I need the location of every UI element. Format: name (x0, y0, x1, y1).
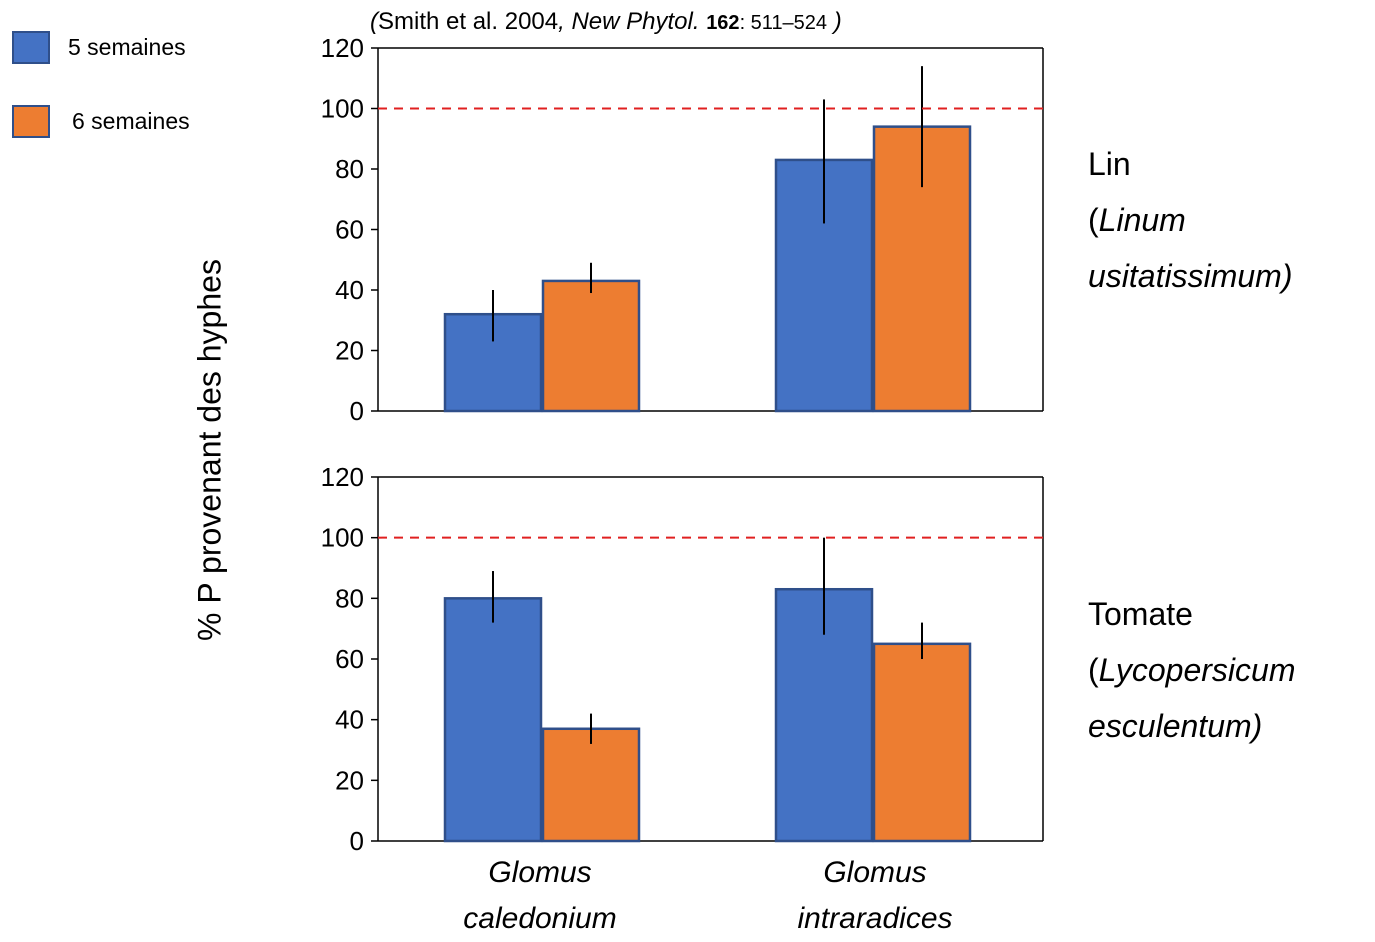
y-tick-label: 80 (335, 154, 364, 184)
x-category-line2: caledonium (463, 902, 617, 935)
y-tick-label: 20 (335, 336, 364, 366)
panel-latin-line1: (Linum (1088, 192, 1292, 248)
y-tick-label: 20 (335, 765, 364, 795)
panel-latin-genus: Linum (1098, 202, 1186, 238)
panel-latin-species: esculentum) (1088, 708, 1263, 744)
panel-open-paren: ( (1088, 202, 1099, 238)
y-tick-label: 120 (321, 462, 364, 492)
legend-swatch-blue (12, 31, 50, 64)
bar (541, 727, 641, 843)
citation-journal: New Phytol. (571, 8, 700, 35)
citation: (Smith et al. 2004, New Phytol. 162: 511… (370, 8, 842, 36)
citation-authors: Smith et al. 2004 (378, 8, 559, 35)
panel-common-name: Tomate (1088, 596, 1193, 632)
bar (443, 597, 543, 843)
panel-latin-line2: esculentum) (1088, 698, 1295, 754)
y-tick-label: 100 (321, 523, 364, 553)
x-category-line2: intraradices (797, 902, 953, 935)
y-tick-label: 40 (335, 705, 364, 735)
panel-latin-line1: (Lycopersicum (1088, 642, 1295, 698)
x-category-label: Glomus caledonium (410, 850, 670, 942)
citation-open-paren: ( (370, 8, 378, 35)
x-category-line1: Glomus (488, 856, 592, 889)
citation-close-paren: ) (833, 8, 842, 35)
panel-common-name: Lin (1088, 146, 1131, 182)
bar (541, 279, 641, 413)
y-tick-label: 80 (335, 583, 364, 613)
panel-label-tomate: Tomate (Lycopersicum esculentum) (1088, 586, 1295, 754)
citation-pages: : 511–524 (739, 12, 828, 34)
y-tick-label: 120 (321, 33, 364, 63)
y-tick-label: 0 (350, 396, 364, 426)
panel-open-paren: ( (1088, 652, 1099, 688)
legend-swatch-orange (12, 105, 50, 138)
y-tick-label: 60 (335, 215, 364, 245)
legend-label: 5 semaines (68, 34, 186, 60)
y-tick-label: 40 (335, 275, 364, 305)
y-tick-label: 60 (335, 644, 364, 674)
legend-item-5-semaines: 5 semaines (12, 31, 186, 64)
panel-label-lin: Lin (Linum usitatissimum) (1088, 136, 1292, 304)
citation-comma: , (558, 8, 565, 35)
y-tick-label: 0 (350, 826, 364, 856)
x-category-line1: Glomus (823, 856, 927, 889)
y-tick-label: 100 (321, 94, 364, 124)
panel-latin-line2: usitatissimum) (1088, 248, 1292, 304)
x-category-label: Glomus intraradices (745, 850, 1005, 942)
legend-item-6-semaines: 6 semaines (12, 105, 190, 138)
panel-latin-species: usitatissimum) (1088, 258, 1293, 294)
panel-latin-genus: Lycopersicum (1098, 652, 1296, 688)
legend-label: 6 semaines (72, 108, 190, 134)
citation-volume: 162 (706, 12, 740, 34)
bar (872, 642, 972, 843)
